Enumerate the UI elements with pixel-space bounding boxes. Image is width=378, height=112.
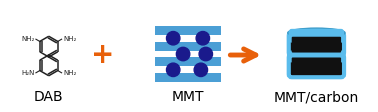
FancyBboxPatch shape: [289, 51, 344, 62]
Circle shape: [166, 63, 180, 76]
FancyBboxPatch shape: [289, 29, 344, 43]
Text: NH₂: NH₂: [21, 36, 34, 42]
Circle shape: [196, 31, 209, 45]
Text: NH₂: NH₂: [63, 70, 76, 76]
Text: DAB: DAB: [34, 90, 64, 104]
Bar: [155, 57, 221, 66]
Circle shape: [194, 63, 208, 76]
FancyBboxPatch shape: [292, 57, 341, 74]
Text: +: +: [91, 41, 115, 69]
Bar: [155, 73, 221, 82]
FancyBboxPatch shape: [292, 37, 341, 53]
Circle shape: [177, 47, 190, 61]
Text: MMT: MMT: [172, 90, 204, 104]
Circle shape: [199, 47, 212, 61]
Text: MMT/carbon: MMT/carbon: [274, 90, 359, 104]
Bar: [155, 42, 221, 51]
FancyBboxPatch shape: [289, 33, 344, 56]
Text: NH₂: NH₂: [63, 36, 76, 42]
Text: H₂N: H₂N: [21, 70, 34, 76]
Bar: [155, 26, 221, 35]
FancyBboxPatch shape: [289, 55, 344, 77]
Circle shape: [166, 31, 180, 45]
Ellipse shape: [288, 28, 345, 37]
